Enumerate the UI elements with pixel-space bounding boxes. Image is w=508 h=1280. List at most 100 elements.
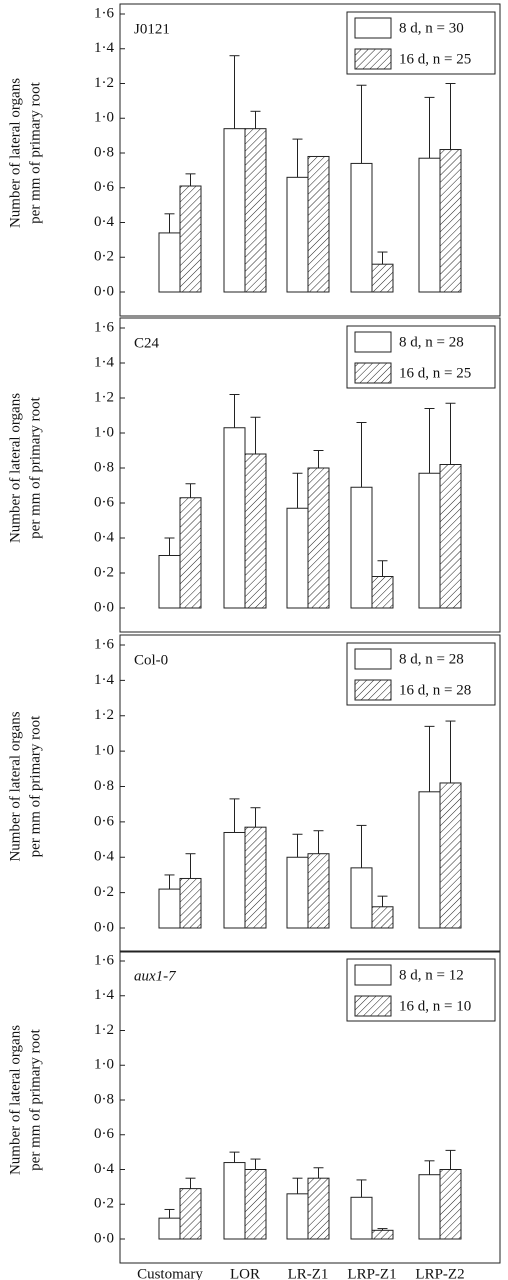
legend-label: 16 d, n = 10 [399,998,471,1014]
bar [418,472,441,609]
panel-label: aux1-7 [134,968,177,984]
bar [307,155,330,293]
legend-label: 16 d, n = 25 [399,365,471,381]
y-axis-label: Number of lateral organs [7,1025,23,1175]
x-tick-label: LRP-Z1 [347,1266,396,1280]
legend-label: 8 d, n = 28 [399,651,464,667]
y-tick-label: 0·8 [94,144,114,160]
panel-label: Col-0 [134,652,168,668]
bar [286,176,309,293]
y-tick-label: 1·4 [94,672,114,688]
bar [439,149,462,293]
plot-frame [119,950,501,1264]
y-tick-label: 0·4 [94,1161,114,1177]
bar [418,1174,441,1240]
y-tick-label: 1·6 [94,952,114,968]
bar [158,232,181,293]
legend-swatch [354,17,392,39]
y-tick-label: 1·6 [94,5,114,21]
y-tick-label: 1·6 [94,636,114,652]
bar [244,826,267,929]
y-axis-label: Number of lateral organs [7,711,23,861]
bar [439,464,462,609]
y-tick-label: 1·2 [94,1022,114,1038]
bar [223,128,246,293]
y-tick-label: 1·0 [94,1057,114,1073]
y-axis-label: per mm of primary root [27,396,43,538]
bar [371,576,394,609]
x-tick-label: LR-Z1 [288,1266,329,1280]
legend-swatch [354,48,392,70]
legend-label: 16 d, n = 28 [399,682,471,698]
y-tick-label: 0·6 [94,179,114,195]
y-tick-label: 0·2 [94,564,114,580]
y-tick-label: 0·6 [94,494,114,510]
y-tick-label: 0·2 [94,249,114,265]
y-tick-label: 0·2 [94,884,114,900]
y-tick-label: 0·0 [94,919,114,935]
bar [158,1217,181,1240]
panel-label: J0121 [134,21,170,37]
panel-label: C24 [134,335,160,351]
bar [350,162,373,293]
panel: 0·0 0·2 0·4 0·6 0·8 1·0 1·2 1·4 1·6 Number of lat… [7,950,501,1280]
y-tick-label: 0·0 [94,1230,114,1246]
x-tick-label: Customary [137,1266,203,1280]
x-tick-label: LRP-Z2 [415,1266,464,1280]
legend-label: 8 d, n = 12 [399,967,464,983]
y-tick-label: 0·4 [94,529,114,545]
legend-swatch [354,679,392,701]
bar [350,867,373,929]
bar [179,185,202,293]
bar [350,486,373,609]
y-tick-label: 1·2 [94,75,114,91]
bar [371,1229,394,1240]
legend-label: 8 d, n = 30 [399,20,464,36]
y-tick-label: 1·0 [94,424,114,440]
bar [371,906,394,929]
bar [244,128,267,293]
y-axis-label: per mm of primary root [27,715,43,857]
legend-frame [346,325,496,389]
y-tick-label: 0·0 [94,599,114,615]
legend-swatch [354,648,392,670]
bar [307,853,330,929]
bar [158,888,181,929]
bar [371,263,394,293]
y-tick-label: 0·8 [94,778,114,794]
bar [179,1188,202,1240]
y-axis-label: Number of lateral organs [7,393,23,543]
panel: 0·0 0·2 0·4 0·6 0·8 1·0 1·2 1·4 1·6 Number of lat… [7,634,501,953]
y-tick-label: 1·4 [94,354,114,370]
legend-frame [346,642,496,706]
y-tick-label: 1·4 [94,987,114,1003]
plot-frame [119,634,501,953]
y-tick-label: 0·2 [94,1196,114,1212]
legend-swatch [354,995,392,1017]
legend-swatch [354,331,392,353]
legend-swatch [354,964,392,986]
legend-label: 16 d, n = 25 [399,51,471,67]
bar [158,555,181,609]
y-tick-label: 0·0 [94,283,114,299]
bar [439,782,462,929]
bar [179,497,202,609]
bar [307,1177,330,1240]
y-axis-label: per mm of primary root [27,81,43,223]
y-axis-label: Number of lateral organs [7,78,23,228]
y-tick-label: 0·4 [94,849,114,865]
bar [286,1193,309,1240]
bar [418,157,441,293]
bar [439,1169,462,1240]
y-tick-label: 0·4 [94,214,114,230]
y-tick-label: 0·8 [94,459,114,475]
bar [223,427,246,609]
bar [307,467,330,609]
panel: 0·0 0·2 0·4 0·6 0·8 1·0 1·2 1·4 1·6 Number of lat… [7,317,501,633]
legend-frame [346,958,496,1022]
bar [223,1162,246,1240]
bar [244,1169,267,1240]
legend-swatch [354,362,392,384]
y-tick-label: 1·2 [94,707,114,723]
